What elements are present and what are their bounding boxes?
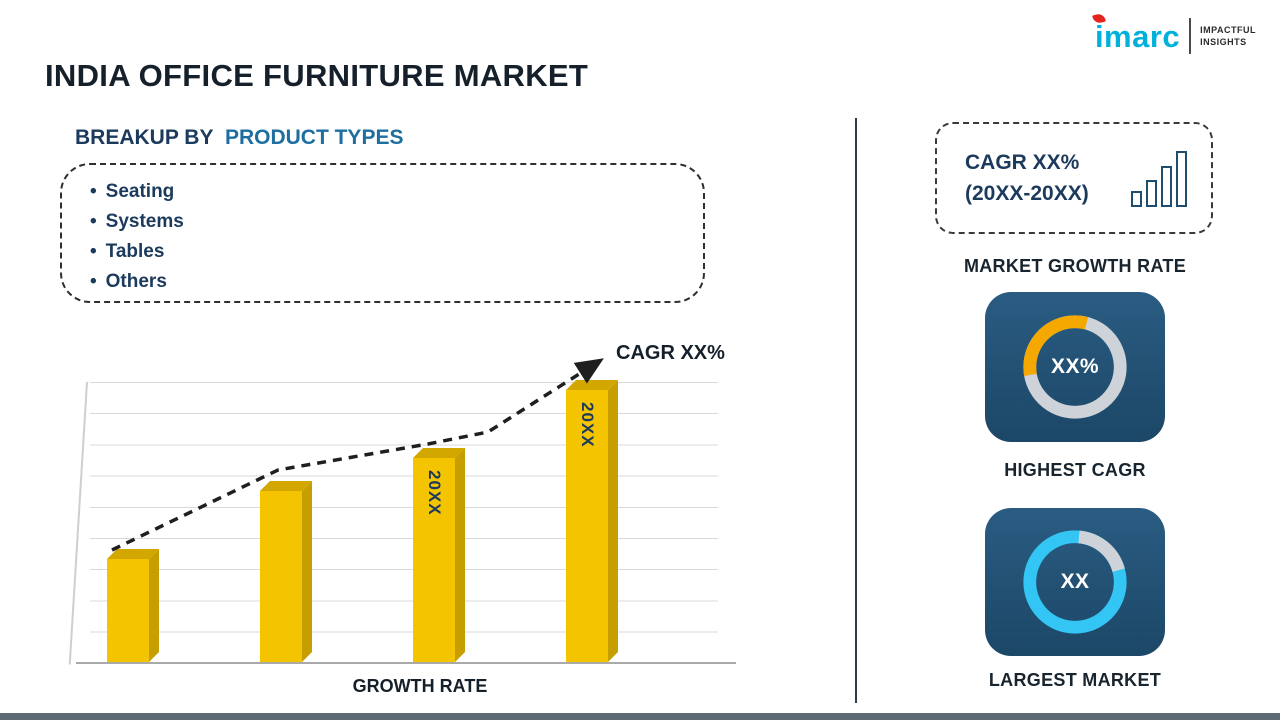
product-types-box: Seating Systems Tables Others [60, 163, 705, 303]
largest-market-caption: LARGEST MARKET [988, 670, 1162, 690]
cagr-annotation: CAGR XX% [616, 342, 725, 364]
growth-bar-chart: 20XX 20XX CAGR XX% GROWTH RATE [60, 340, 750, 705]
footer-strip [0, 713, 1280, 720]
largest-market-value: XX [1060, 570, 1090, 593]
list-item: Tables [90, 237, 703, 267]
imarc-logo: imarc IMPACTFUL INSIGHTS [1092, 12, 1256, 54]
list-item-label: Tables [105, 241, 165, 262]
largest-market-card: XX [985, 508, 1165, 656]
market-growth-rate-caption: MARKET GROWTH RATE [963, 256, 1187, 276]
logo-brand-text: imarc [1092, 12, 1181, 54]
list-item: Systems [90, 207, 703, 237]
list-item-label: Systems [105, 211, 184, 232]
logo-tagline-line1: IMPACTFUL [1200, 24, 1256, 35]
logo-tagline-line2: INSIGHTS [1200, 37, 1247, 47]
highest-cagr-caption: HIGHEST CAGR [1004, 460, 1146, 480]
breakup-heading-prefix: BREAKUP BY [75, 126, 214, 149]
chart-baseline [76, 662, 736, 664]
highest-cagr-donut-icon: XX% [1016, 308, 1134, 426]
bar-year-4: 20XX [566, 390, 608, 662]
list-item: Seating [90, 177, 703, 207]
bar-chart-icon-bar [1176, 151, 1187, 207]
list-item-label: Others [105, 271, 167, 292]
largest-market-donut-icon: XX [1016, 523, 1134, 641]
highest-cagr-card: XX% [985, 292, 1165, 442]
cagr-card-line2: (20XX-20XX) [965, 182, 1089, 205]
bar-year-3: 20XX [413, 458, 455, 662]
logo-brand-label: imarc [1094, 18, 1181, 54]
cagr-card-text: CAGR XX% (20XX-20XX) [965, 147, 1089, 210]
trend-arrow-icon [111, 358, 604, 552]
bar-chart-icon-bar [1131, 191, 1142, 207]
breakup-heading: BREAKUP BY PRODUCT TYPES [75, 126, 403, 150]
logo-tagline: IMPACTFUL INSIGHTS [1200, 24, 1256, 48]
growth-rate-axis-label: GROWTH RATE [352, 676, 488, 696]
bar-year-1 [107, 559, 149, 662]
bar-label: 20XX [578, 402, 597, 448]
section-divider [855, 118, 857, 703]
highest-cagr-value: XX% [1051, 355, 1099, 378]
bar-chart-icon [1131, 149, 1187, 207]
list-item-label: Seating [105, 181, 175, 202]
list-item: Others [90, 267, 703, 297]
cagr-card-line1: CAGR XX% [965, 150, 1080, 174]
page-title: INDIA OFFICE FURNITURE MARKET [45, 58, 589, 93]
cagr-card: CAGR XX% (20XX-20XX) [935, 122, 1213, 234]
product-types-list: Seating Systems Tables Others [90, 177, 703, 297]
bar-year-2 [260, 491, 302, 662]
bar-chart-icon-bar [1146, 180, 1157, 207]
bar-label: 20XX [425, 470, 444, 516]
bar-chart-icon-bar [1161, 166, 1172, 207]
logo-divider [1189, 18, 1192, 54]
breakup-heading-highlight: PRODUCT TYPES [224, 126, 404, 149]
